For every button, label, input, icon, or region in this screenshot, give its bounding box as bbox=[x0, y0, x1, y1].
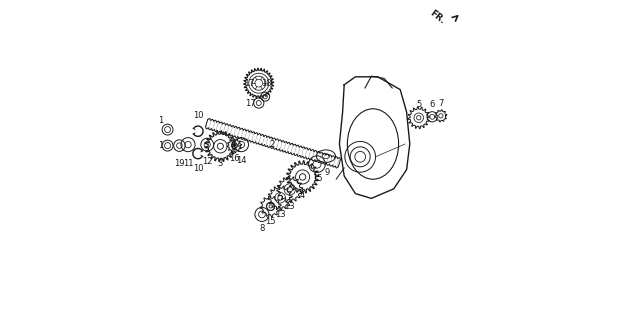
Text: 15: 15 bbox=[266, 217, 276, 226]
Text: 18: 18 bbox=[261, 79, 272, 88]
Text: 1: 1 bbox=[158, 116, 164, 124]
Text: 14: 14 bbox=[236, 156, 247, 165]
Text: 2: 2 bbox=[269, 140, 275, 148]
Text: 15: 15 bbox=[312, 174, 322, 183]
Text: 10: 10 bbox=[193, 111, 204, 120]
Text: 10: 10 bbox=[193, 164, 204, 173]
Text: 13: 13 bbox=[285, 202, 295, 211]
Text: 16: 16 bbox=[229, 154, 240, 163]
Text: 9: 9 bbox=[325, 168, 330, 177]
Text: 13: 13 bbox=[275, 210, 285, 219]
Text: 19: 19 bbox=[174, 159, 184, 168]
Text: 1: 1 bbox=[158, 141, 164, 150]
Text: 6: 6 bbox=[429, 100, 435, 108]
Text: 12: 12 bbox=[202, 157, 212, 166]
Text: 7: 7 bbox=[438, 99, 444, 108]
Text: FR.: FR. bbox=[428, 9, 446, 26]
Text: 5: 5 bbox=[416, 100, 422, 109]
Text: 8: 8 bbox=[259, 224, 264, 233]
Text: 3: 3 bbox=[217, 159, 223, 168]
Text: 17: 17 bbox=[245, 79, 255, 88]
Text: 4: 4 bbox=[300, 191, 305, 200]
Text: 11: 11 bbox=[183, 159, 193, 168]
Text: 17: 17 bbox=[245, 99, 256, 108]
